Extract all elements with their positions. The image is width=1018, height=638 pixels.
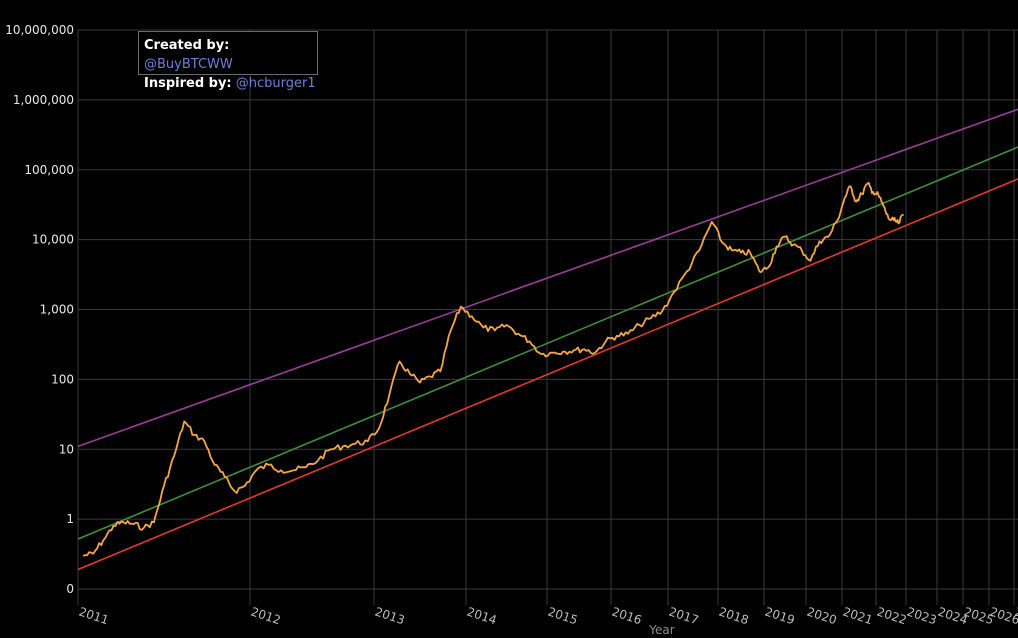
y-tick-label: 10 xyxy=(59,442,74,456)
y-tick-label: 10,000 xyxy=(32,233,74,247)
top_band-line xyxy=(77,108,1018,448)
x-tick-label: 2022 xyxy=(875,605,908,628)
y-tick-label: 1,000 xyxy=(40,303,74,317)
y-tick-label: 1 xyxy=(66,512,74,526)
inspired-by-label: Inspired by: xyxy=(144,76,232,91)
x-tick-label: 2016 xyxy=(610,605,643,628)
x-tick-label: 2019 xyxy=(763,605,796,628)
y-tick-label: 0 xyxy=(66,582,74,596)
x-tick-label: 2023 xyxy=(905,605,938,628)
inspired-by-line: Inspired by: @hcburger1 xyxy=(144,74,317,93)
x-tick-label: 2021 xyxy=(841,605,874,628)
created-by-label: Created by: xyxy=(144,38,230,53)
inspired-by-link[interactable]: @hcburger1 xyxy=(235,76,316,91)
x-axis-title: Year xyxy=(648,623,674,637)
price-line xyxy=(82,181,905,557)
x-tick-label: 2013 xyxy=(373,605,406,628)
x-tick-label: 2011 xyxy=(77,605,110,628)
x-tick-label: 2027 xyxy=(1013,605,1018,628)
fair_band-line xyxy=(77,146,1018,540)
y-tick-label: 10,000,000 xyxy=(5,23,74,37)
created-by-link[interactable]: @BuyBTCWW xyxy=(144,57,233,72)
y-tick-label: 1,000,000 xyxy=(13,93,74,107)
bottom_band-line xyxy=(77,178,1018,571)
y-tick-label: 100,000 xyxy=(24,163,74,177)
x-tick-label: 2018 xyxy=(717,605,750,628)
x-tick-label: 2020 xyxy=(805,605,838,628)
y-tick-label: 100 xyxy=(51,372,74,386)
x-tick-label: 2014 xyxy=(465,605,498,628)
x-tick-label: 2015 xyxy=(546,605,579,628)
credits-box: Created by: @BuyBTCWW Inspired by: @hcbu… xyxy=(138,31,318,91)
x-tick-label: 2012 xyxy=(249,605,282,628)
created-by-line: Created by: @BuyBTCWW xyxy=(144,36,317,74)
